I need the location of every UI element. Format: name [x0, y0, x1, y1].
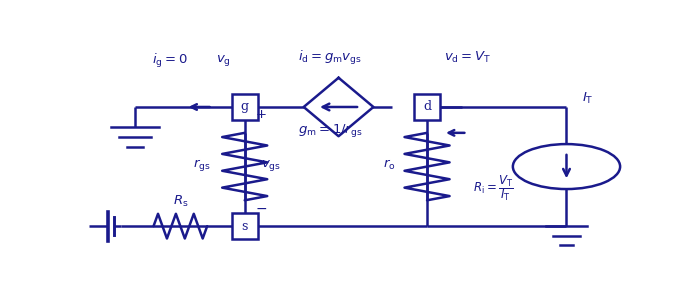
Text: $r_{\rm o}$: $r_{\rm o}$ [383, 158, 396, 173]
Text: $v_{\rm g}$: $v_{\rm g}$ [217, 53, 231, 68]
Bar [415, 94, 440, 120]
Bar [232, 213, 257, 239]
Text: $i_{\rm d}=g_{\rm m}v_{\rm gs}$: $i_{\rm d}=g_{\rm m}v_{\rm gs}$ [298, 48, 363, 67]
Text: $i_{\rm g}=0$: $i_{\rm g}=0$ [152, 52, 188, 70]
Text: g: g [241, 100, 248, 114]
Text: $R_{\rm i}=\dfrac{V_{\rm T}}{I_{\rm T}}$: $R_{\rm i}=\dfrac{V_{\rm T}}{I_{\rm T}}$ [473, 173, 513, 203]
Text: s: s [242, 220, 248, 233]
Text: $I_{\rm T}$: $I_{\rm T}$ [582, 91, 594, 105]
Text: $+$: $+$ [255, 108, 266, 121]
Polygon shape [304, 78, 374, 136]
Bar [232, 94, 257, 120]
Text: d: d [423, 100, 431, 114]
Text: $r_{\rm gs}$: $r_{\rm gs}$ [193, 157, 210, 173]
Text: $g_{\rm m}=1/r_{\rm gs}$: $g_{\rm m}=1/r_{\rm gs}$ [298, 122, 363, 139]
Text: $R_{\rm s}$: $R_{\rm s}$ [172, 194, 188, 209]
Text: $v_{\rm gs}$: $v_{\rm gs}$ [262, 158, 282, 173]
Text: $-$: $-$ [255, 201, 267, 215]
Text: $v_{\rm d}=V_{\rm T}$: $v_{\rm d}=V_{\rm T}$ [444, 50, 491, 65]
